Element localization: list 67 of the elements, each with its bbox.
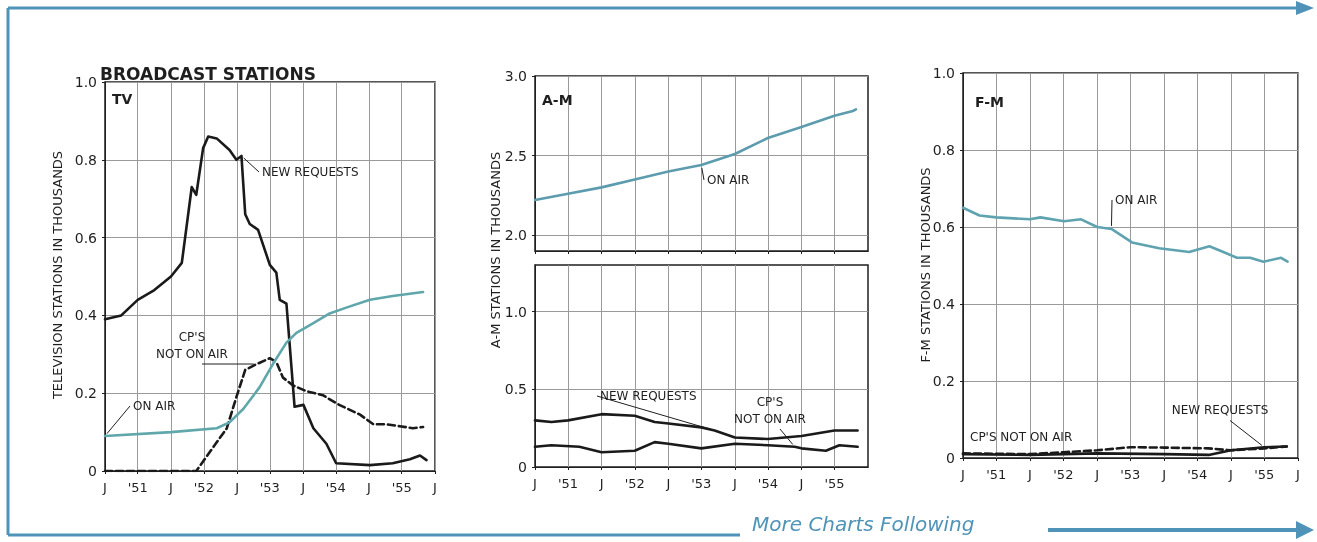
x-tick-label: J [598, 476, 604, 491]
x-tick-label: '55 [1254, 467, 1275, 482]
x-tick-label: J [731, 476, 737, 491]
y-tick-label: 1.0 [74, 74, 97, 90]
text: More Charts Following [752, 512, 975, 536]
x-tick-label: J [234, 480, 240, 495]
y-tick-label: 1.0 [504, 303, 527, 320]
y-tick-label: 2.0 [504, 227, 527, 244]
y-axis-title: TELEVISION STATIONS IN THOUSANDS [49, 150, 65, 401]
y-tick-label: 0.6 [932, 219, 956, 235]
x-tick-label: J [798, 476, 804, 491]
x-tick-label: '53 [691, 476, 712, 491]
x-tick-label: '54 [1187, 467, 1208, 482]
x-tick-label: J [1094, 467, 1100, 482]
x-tick-label: '51 [557, 476, 579, 491]
x-tick-label: '53 [1120, 467, 1141, 482]
series-label: ON AIR [133, 399, 176, 413]
x-tick-label: J [1295, 467, 1300, 482]
x-tick-label: '52 [624, 476, 645, 491]
x-tick-label: J [960, 467, 965, 482]
series-label: NEW REQUESTS [600, 389, 697, 403]
y-tick-label: 0 [88, 463, 97, 479]
x-tick-label: '52 [1053, 467, 1074, 482]
y-tick-label: 0.8 [932, 142, 955, 158]
text: TV [112, 91, 133, 107]
y-axis-title: A-M STATIONS IN THOUSANDS [487, 151, 503, 349]
series-label: ON AIR [1115, 193, 1158, 207]
text: NEW REQUESTS [1171, 403, 1269, 417]
x-tick-label: J [366, 480, 371, 495]
y-tick-label: 0.6 [74, 229, 98, 246]
x-tick-label: J [1027, 467, 1032, 482]
y-tick-label: 0 [946, 450, 955, 466]
x-tick-label: J [665, 476, 671, 491]
y-tick-label: 0.4 [932, 296, 956, 312]
y-tick-label: 2.5 [504, 147, 527, 164]
y-tick-label: 0.5 [504, 381, 527, 398]
x-tick-label: J [1161, 467, 1166, 482]
x-tick-label: '55 [391, 480, 412, 495]
x-tick-label: J [168, 480, 173, 495]
series-label: CP'S NOT ON AIR [734, 394, 806, 426]
legend-label: NEW REQUESTS [262, 165, 359, 179]
x-tick-label: '55 [824, 476, 845, 491]
x-tick-label: '51 [986, 467, 1007, 482]
y-axis-title: F-M STATIONS IN THOUSANDS [917, 167, 933, 363]
y-tick-label: 0.4 [74, 307, 98, 324]
x-tick-label: J [432, 480, 437, 495]
x-tick-label: J [102, 480, 107, 495]
x-tick-label: '52 [193, 480, 214, 495]
x-tick-label: '53 [259, 480, 280, 495]
series-label: ON AIR [707, 173, 750, 187]
y-tick-label: 0.2 [74, 385, 97, 402]
x-tick-label: '51 [127, 480, 148, 495]
text: F-M [975, 94, 1004, 110]
x-tick-label: J [1228, 467, 1233, 482]
y-tick-label: 0.8 [74, 151, 97, 168]
y-tick-label: 0.2 [932, 373, 955, 389]
x-tick-label: '54 [325, 480, 346, 495]
series-label: CP'S NOT ON AIR [156, 329, 228, 361]
y-tick-label: 1.0 [932, 65, 955, 81]
chart-title: BROADCAST STATIONS [100, 63, 316, 84]
x-tick-label: J [300, 480, 305, 495]
x-tick-label: '54 [757, 476, 778, 491]
series-label: CP'S NOT ON AIR [970, 430, 1073, 444]
y-tick-label: 0 [518, 459, 527, 475]
text: A-M [542, 92, 573, 108]
y-tick-label: 3.0 [504, 68, 527, 84]
x-tick-label: J [532, 476, 537, 491]
